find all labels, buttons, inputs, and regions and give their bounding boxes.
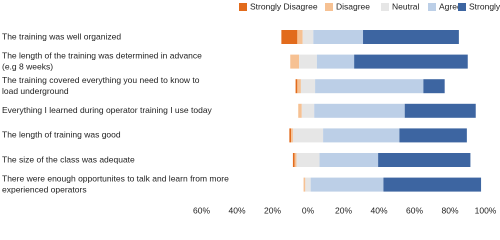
bar-segment <box>399 128 467 143</box>
bar-segment <box>323 128 400 143</box>
legend-label: Disagree <box>336 1 370 11</box>
bar-segment <box>300 79 316 94</box>
legend-swatch <box>428 3 436 11</box>
bar-segment <box>291 128 293 143</box>
category-label: There were enough opportunites to talk a… <box>2 173 229 183</box>
bar-segment <box>290 54 300 69</box>
x-tick-label: 40% <box>228 205 245 215</box>
bar-segment <box>294 153 297 167</box>
x-tick-label: 40% <box>370 205 387 215</box>
bar-segment <box>354 54 468 69</box>
bar-segment <box>299 54 317 69</box>
bar-segment <box>302 30 314 44</box>
legend-label: Strongly Disagree <box>250 1 318 11</box>
category-label: load underground <box>2 86 69 96</box>
bar-segment <box>295 79 298 94</box>
legend-swatch <box>239 3 247 11</box>
x-tick-label: 0% <box>302 205 315 215</box>
bar-segment <box>404 103 476 118</box>
bar-segment <box>297 79 301 94</box>
bar-segment <box>313 30 364 44</box>
bar-segment <box>296 153 320 167</box>
bar-segment <box>292 128 324 143</box>
bar-segment <box>316 54 355 69</box>
category-label: The size of the class was adequate <box>2 154 135 164</box>
category-label: The training covered everything you need… <box>2 75 200 85</box>
category-label: (e.g 8 weeks) <box>2 61 53 71</box>
bar-segment <box>305 177 311 192</box>
legend-label: Agree <box>439 1 462 11</box>
category-label: experienced operators <box>2 184 87 194</box>
bar-segment <box>303 177 306 192</box>
bar-segment <box>319 153 379 167</box>
chart: Strongly Disagree Disagree Neutral Agree… <box>2 1 500 215</box>
legend-swatch <box>458 3 466 11</box>
category-label: Everything I learned during operator tra… <box>2 105 213 115</box>
bar-segment <box>383 177 482 192</box>
bar-segment <box>301 103 315 118</box>
category-label: The length of training was good <box>2 130 121 140</box>
x-tick-label: 80% <box>441 205 458 215</box>
bar-segment <box>298 103 302 118</box>
category-label: The training was well organized <box>2 31 121 41</box>
x-tick-label: 60% <box>406 205 423 215</box>
bar-segment <box>423 79 445 94</box>
x-tick-label: 20% <box>335 205 352 215</box>
bar-segment <box>289 128 292 143</box>
x-tick-label: 20% <box>264 205 281 215</box>
category-label: The length of the training was determine… <box>2 50 202 60</box>
bar-segment <box>310 177 384 192</box>
bar-segment <box>281 30 298 44</box>
bar-segment <box>292 153 295 167</box>
bar-segment <box>297 30 303 44</box>
x-tick-label: 60% <box>193 205 210 215</box>
bar-segment <box>378 153 471 167</box>
legend-swatch <box>381 3 389 11</box>
bar-segment <box>315 79 424 94</box>
legend-label: Neutral <box>392 1 420 11</box>
bar-segment <box>314 103 405 118</box>
x-tick-label: 100% <box>475 205 497 215</box>
bar-segment <box>363 30 459 44</box>
legend-label: Strongly Agree <box>469 1 500 11</box>
legend-swatch <box>325 3 333 11</box>
legend: Strongly Disagree Disagree Neutral Agree… <box>239 1 500 11</box>
